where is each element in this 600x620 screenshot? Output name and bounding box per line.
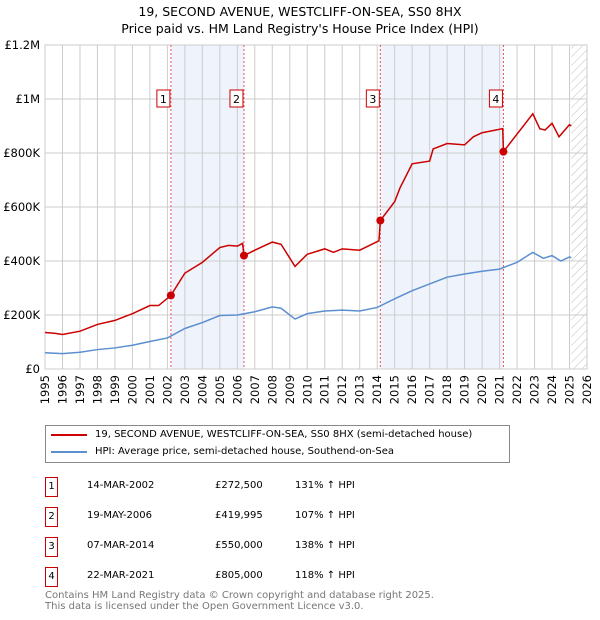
row-number: 2	[45, 507, 58, 527]
transaction-row: 3 07-MAR-2014 £550,000 138% ↑ HPI	[45, 537, 445, 557]
x-tick-label: 2009	[283, 375, 297, 404]
x-tick-label: 2014	[370, 375, 384, 404]
x-tick-label: 2012	[335, 375, 349, 404]
transaction-point	[376, 216, 385, 225]
transaction-label-box	[488, 89, 503, 108]
x-tick-label: 2022	[510, 375, 524, 404]
row-date: 14-MAR-2002	[87, 480, 155, 491]
transaction-row: 4 22-MAR-2021 £805,000 118% ↑ HPI	[45, 567, 445, 587]
row-price: £805,000	[215, 570, 263, 581]
x-tick-label: 2001	[143, 375, 157, 404]
y-tick-label: £400K	[3, 254, 40, 268]
legend-red-line	[51, 433, 87, 436]
y-tick-label: £0	[25, 362, 40, 376]
x-tick-label: 2023	[528, 375, 542, 404]
footer-line2: This data is licensed under the Open Gov…	[45, 600, 364, 612]
x-tick-label: 2007	[248, 375, 262, 404]
row-number: 4	[45, 567, 58, 587]
footer-line1: Contains HM Land Registry data © Crown c…	[45, 590, 434, 601]
x-tick-label: 2004	[195, 375, 209, 404]
row-hpi: 107% ↑ HPI	[295, 510, 355, 521]
x-tick-label: 1995	[38, 375, 52, 404]
transaction-label-box	[365, 89, 380, 108]
series-line	[44, 112, 572, 336]
series-line	[44, 251, 572, 355]
x-tick-label: 2017	[423, 375, 437, 404]
x-tick-label: 2013	[353, 375, 367, 404]
x-tick-label: 2018	[440, 375, 454, 404]
y-tick-label: £200K	[3, 308, 40, 322]
transaction-point	[239, 251, 248, 260]
row-price: £419,995	[215, 510, 263, 521]
y-tick-label: £800K	[3, 146, 40, 160]
y-tick-label: £1.2M	[4, 38, 40, 52]
row-date: 22-MAR-2021	[87, 570, 155, 581]
transaction-label: 3	[369, 93, 376, 106]
x-tick-label: 2021	[493, 375, 507, 404]
x-tick-label: 2025	[563, 375, 577, 404]
y-tick-label: £600K	[3, 200, 40, 214]
legend-blue-label: HPI: Average price, semi-detached house,…	[95, 446, 394, 457]
x-tick-label: 2002	[160, 375, 174, 404]
transaction-row: 2 19-MAY-2006 £419,995 107% ↑ HPI	[45, 507, 445, 527]
transaction-label: 1	[160, 93, 167, 106]
x-tick-label: 2019	[458, 375, 472, 404]
x-tick-label: 2006	[230, 375, 244, 404]
footer: Contains HM Land Registry data © Crown c…	[45, 590, 434, 612]
x-tick-label: 2024	[545, 375, 559, 404]
row-hpi: 131% ↑ HPI	[295, 480, 355, 491]
legend-red-label: 19, SECOND AVENUE, WESTCLIFF-ON-SEA, SS0…	[95, 429, 473, 440]
x-tick-label: 2003	[178, 375, 192, 404]
row-hpi: 118% ↑ HPI	[295, 570, 355, 581]
chart-title: 19, SECOND AVENUE, WESTCLIFF-ON-SEA, SS0…	[138, 4, 462, 19]
transaction-label-box	[229, 89, 244, 108]
row-date: 07-MAR-2014	[87, 540, 155, 551]
row-date: 19-MAY-2006	[87, 510, 153, 521]
x-tick-label: 2026	[580, 375, 594, 404]
transaction-label: 4	[492, 93, 499, 106]
row-price: £550,000	[215, 540, 263, 551]
x-tick-label: 2010	[300, 375, 314, 404]
x-tick-label: 2011	[318, 375, 332, 404]
x-tick-label: 2008	[265, 375, 279, 404]
x-tick-label: 1996	[55, 375, 69, 404]
x-tick-label: 2015	[388, 375, 402, 404]
x-tick-label: 2016	[405, 375, 419, 404]
x-tick-label: 1997	[73, 375, 87, 404]
x-tick-label: 2020	[475, 375, 489, 404]
price-chart: 1995 1996 1997 1998 1999 2000 2001 2002 2003 2004…	[3, 38, 594, 404]
transaction-label: 2	[233, 93, 240, 106]
legend-blue-line	[51, 450, 87, 453]
y-tick-label: £1M	[15, 92, 40, 106]
x-tick-label: 1999	[108, 375, 122, 404]
x-tick-label: 2005	[213, 375, 227, 404]
chart-subtitle: Price paid vs. HM Land Registry's House …	[121, 21, 479, 36]
transaction-point	[166, 291, 175, 300]
row-number: 1	[45, 477, 58, 497]
legend: 19, SECOND AVENUE, WESTCLIFF-ON-SEA, SS0…	[45, 425, 510, 463]
row-hpi: 138% ↑ HPI	[295, 540, 355, 551]
row-number: 3	[45, 537, 58, 557]
transaction-label-box	[156, 89, 171, 108]
plot-frame	[44, 44, 588, 370]
transaction-row: 1 14-MAR-2002 £272,500 131% ↑ HPI	[45, 477, 445, 497]
transaction-point	[499, 147, 508, 156]
row-price: £272,500	[215, 480, 263, 491]
x-tick-label: 1998	[90, 375, 104, 404]
x-tick-label: 2000	[125, 375, 139, 404]
